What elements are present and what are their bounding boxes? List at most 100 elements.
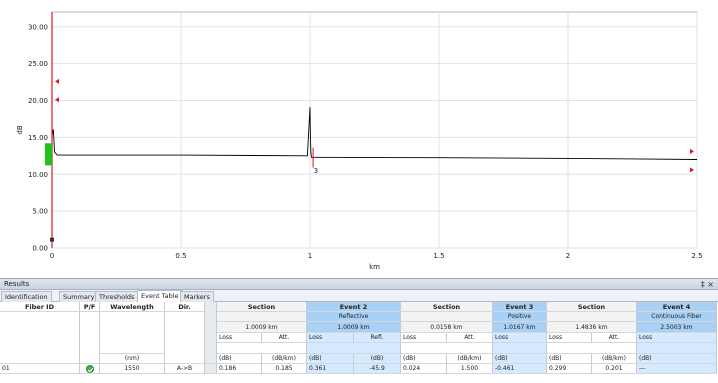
group-title: Section [217, 302, 307, 312]
tab-markers[interactable]: Markers [180, 291, 214, 302]
col-header-loss: Loss [401, 333, 447, 343]
group-distance: 0.0158 km [401, 322, 493, 333]
cursor-arrow-icon [55, 78, 59, 84]
row-value: 0.185 [262, 364, 307, 374]
col-unit-second: (dB/km) [447, 354, 493, 364]
row-value: 0.361 [307, 364, 354, 374]
col-header-loss: Loss [637, 333, 717, 343]
y-axis-label: dB [16, 125, 24, 134]
y-tick-label: 10.00 [28, 171, 48, 179]
row-value: 0.201 [592, 364, 637, 374]
launch-marker [45, 143, 52, 166]
col-header-loss: Loss [217, 333, 262, 343]
event-table: Fiber ID P/F Wavelength (nm) Dir. Sectio… [0, 302, 718, 383]
fiber-id-header[interactable]: Fiber ID [0, 302, 80, 312]
col-header-spacer [493, 343, 547, 354]
x-tick-label: 2 [566, 252, 570, 260]
wavelength-header[interactable]: Wavelength [100, 302, 165, 312]
col-unit-loss: (dB) [401, 354, 447, 364]
group-distance: 1.0009 km [217, 322, 307, 333]
row-spacer [205, 364, 217, 374]
group-spacer [205, 302, 217, 364]
tab-thresholds[interactable]: Thresholds [95, 291, 139, 302]
group-title: Event 3 [493, 302, 547, 312]
y-tick-label: 25.00 [28, 60, 48, 68]
group-subtitle: Reflective [307, 312, 401, 322]
y-tick-label: 20.00 [28, 97, 48, 105]
x-axis-label: km [369, 263, 380, 271]
group-distance: 1.4836 km [547, 322, 637, 333]
row-value: --- [637, 364, 717, 374]
col-header-loss: Loss [493, 333, 547, 343]
x-tick-label: 1.5 [433, 252, 444, 260]
dir-header-space [165, 312, 205, 364]
group-subtitle [217, 312, 307, 322]
fiber-id-header-space [0, 312, 80, 364]
y-tick-label: 0.00 [32, 245, 48, 253]
row-value: -0.461 [493, 364, 547, 374]
results-tabs: Identification Summary Thresholds Event … [0, 290, 718, 302]
row-pf [80, 364, 100, 374]
x-tick-label: 1 [308, 252, 312, 260]
col-unit-loss: (dB) [217, 354, 262, 364]
group-title: Event 4 [637, 302, 717, 312]
results-title: Results [4, 280, 30, 288]
col-header-second: Refl. [354, 333, 401, 343]
cursor-arrow-icon [690, 148, 694, 154]
otdr-trace-line [51, 107, 698, 160]
col-header-spacer [401, 343, 493, 354]
row-fiber-id[interactable]: 01 [0, 364, 80, 374]
plot-border [51, 11, 698, 249]
row-wavelength[interactable]: 1550 [100, 364, 165, 374]
pass-check-icon [85, 364, 94, 373]
group-subtitle [401, 312, 493, 322]
col-unit-loss: (dB) [307, 354, 354, 364]
group-subtitle [547, 312, 637, 322]
group-subtitle: Positive [493, 312, 547, 322]
event-annotation: 3 [314, 167, 318, 175]
tab-identification[interactable]: Identification [1, 291, 52, 302]
tab-summary[interactable]: Summary [59, 291, 99, 302]
wavelength-header-space [100, 312, 165, 354]
dir-header[interactable]: Dir. [165, 302, 205, 312]
row-value: 0.024 [401, 364, 447, 374]
col-unit-loss: (dB) [637, 354, 717, 364]
group-distance: 2.5003 km [637, 322, 717, 333]
otdr-trace-chart[interactable]: 0 0.5 1 1.5 2 2.5 0.00 5.00 10.00 15.00 20.00 25.00… [0, 0, 718, 278]
row-value: 0.186 [217, 364, 262, 374]
col-header-spacer [637, 343, 717, 354]
col-header-second: Att. [592, 333, 637, 343]
col-header-spacer [547, 343, 637, 354]
x-tick-label: 0 [50, 252, 54, 260]
tab-event-table[interactable]: Event Table [137, 290, 183, 302]
results-panel-header: Results ‡ × [0, 278, 718, 290]
col-header-second: Att. [447, 333, 493, 343]
row-dir[interactable]: A->B [165, 364, 205, 374]
col-header-spacer [217, 343, 307, 354]
group-distance: 1.0009 km [307, 322, 401, 333]
wavelength-unit: (nm) [100, 354, 165, 364]
cursor-arrow-icon [55, 97, 59, 103]
y-tick-label: 15.00 [28, 134, 48, 142]
x-tick-label: 0.5 [175, 252, 186, 260]
col-unit-loss: (dB) [547, 354, 592, 364]
group-distance: 1.0167 km [493, 322, 547, 333]
row-value: 1.500 [447, 364, 493, 374]
pf-header[interactable]: P/F [80, 302, 100, 312]
cursor-arrow-icon [690, 167, 694, 173]
group-title: Section [401, 302, 493, 312]
col-header-spacer [307, 343, 401, 354]
row-value: -45.9 [354, 364, 401, 374]
row-value: 0.299 [547, 364, 592, 374]
col-header-loss: Loss [547, 333, 592, 343]
y-tick-label: 30.00 [28, 23, 48, 31]
trace-chart-svg[interactable]: 0 0.5 1 1.5 2 2.5 0.00 5.00 10.00 15.00 20.00 25.00… [0, 0, 718, 278]
group-title: Section [547, 302, 637, 312]
col-unit-second: (dB/km) [592, 354, 637, 364]
col-unit-loss: (dB) [493, 354, 547, 364]
col-header-loss: Loss [307, 333, 354, 343]
x-tick-label: 2.5 [691, 252, 702, 260]
panel-controls[interactable]: ‡ × [700, 280, 714, 289]
col-unit-second: (dB/km) [262, 354, 307, 364]
